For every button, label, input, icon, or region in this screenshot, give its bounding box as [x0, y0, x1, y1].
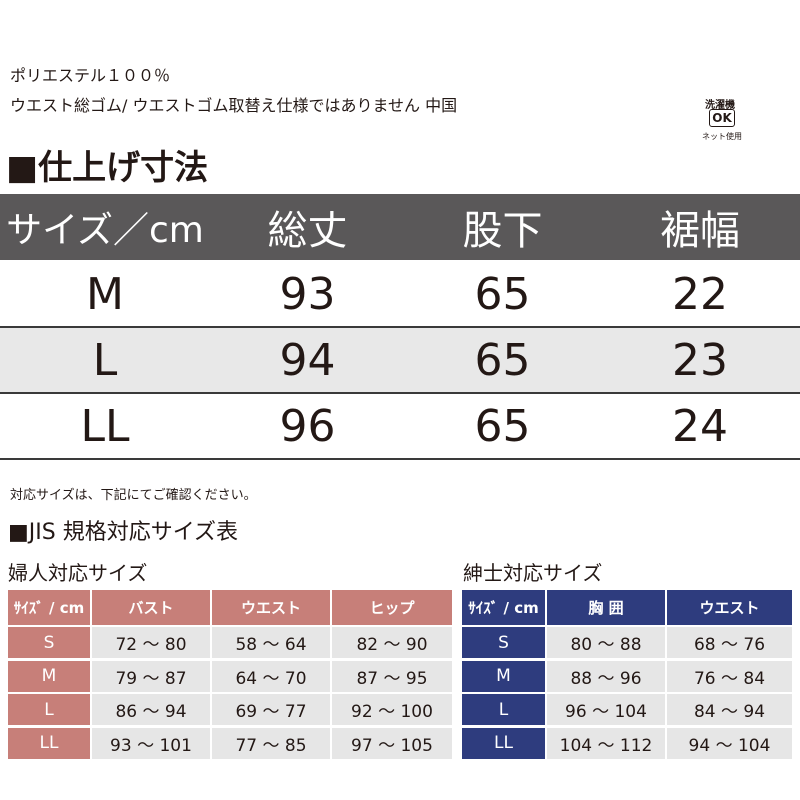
size-cell: 22 [672, 268, 728, 320]
jis-cell: S [462, 627, 545, 658]
jis-cell: 82 〜 90 [332, 627, 452, 658]
jis-cell: 94 〜 104 [667, 727, 792, 759]
jis-cell: M [462, 660, 545, 692]
size-cell: M [86, 268, 124, 320]
jis-header: ｻｲｽﾞ / cm [8, 590, 90, 625]
size-cell: L [92, 334, 118, 386]
finish-title: ■仕上げ寸法 [6, 148, 209, 188]
jis-cell: LL [462, 727, 545, 759]
row-bg [0, 262, 800, 328]
jis-cell: 76 〜 84 [667, 660, 792, 692]
size-cell: 94 [279, 334, 336, 386]
row-bg [0, 328, 800, 394]
jis-cell: 104 〜 112 [547, 727, 665, 759]
jis-cell: 97 〜 105 [332, 727, 452, 759]
jis-cell: 84 〜 94 [667, 694, 792, 725]
jis-header: 胸 囲 [547, 590, 665, 625]
jis-header: ｻｲｽﾞ / cm [462, 590, 545, 625]
men-title: 紳士対応サイズ [463, 561, 603, 585]
jis-cell: 72 〜 80 [92, 627, 210, 658]
size-cell: LL [80, 400, 130, 452]
jis-cell: 79 〜 87 [92, 660, 210, 692]
care-bottom: ネット使用 [702, 132, 742, 141]
detail-line: ウエスト総ゴム/ ウエストゴム取替え仕様ではありません 中国 [10, 96, 458, 115]
jis-cell: 69 〜 77 [212, 694, 330, 725]
jis-cell: 86 〜 94 [92, 694, 210, 725]
jis-cell: 96 〜 104 [547, 694, 665, 725]
jis-cell: 64 〜 70 [212, 660, 330, 692]
jis-cell: 77 〜 85 [212, 727, 330, 759]
jis-header: ウエスト [667, 590, 792, 625]
header-band [0, 194, 800, 260]
size-cell: 65 [474, 268, 531, 320]
jis-header: ウエスト [212, 590, 330, 625]
jis-cell: 88 〜 96 [547, 660, 665, 692]
jis-cell: L [462, 694, 545, 725]
jis-cell: S [8, 627, 90, 658]
jis-cell: 93 〜 101 [92, 727, 210, 759]
header-cell: サイズ／cm [6, 210, 204, 251]
jis-cell: M [8, 660, 90, 692]
jis-cell: 92 〜 100 [332, 694, 452, 725]
size-cell: 24 [672, 400, 728, 452]
jis-cell: 58 〜 64 [212, 627, 330, 658]
size-cell: 93 [279, 268, 336, 320]
care-label: 洗濯機 OK ネット使用 [700, 96, 744, 148]
jis-cell: L [8, 694, 90, 725]
women-title: 婦人対応サイズ [8, 561, 148, 585]
jis-title: ■JIS 規格対応サイズ表 [8, 520, 239, 545]
size-cell: 96 [279, 400, 336, 452]
header-cell: 裾幅 [660, 208, 740, 254]
header-cell: 総丈 [267, 208, 348, 254]
jis-cell: LL [8, 727, 90, 759]
size-cell: 65 [474, 334, 531, 386]
jis-header: バスト [92, 590, 210, 625]
care-top: 洗濯機 [705, 100, 735, 111]
size-cell: 23 [672, 334, 728, 386]
jis-cell: 68 〜 76 [667, 627, 792, 658]
row-bg [0, 394, 800, 460]
material-line: ポリエステル１００％ [10, 66, 171, 85]
care-mark: OK [709, 109, 735, 127]
jis-cell: 80 〜 88 [547, 627, 665, 658]
header-cell: 股下 [462, 208, 543, 254]
size-cell: 65 [474, 400, 531, 452]
note: 対応サイズは、下記にてご確認ください。 [10, 488, 257, 503]
jis-cell: 87 〜 95 [332, 660, 452, 692]
jis-header: ヒップ [332, 590, 452, 625]
